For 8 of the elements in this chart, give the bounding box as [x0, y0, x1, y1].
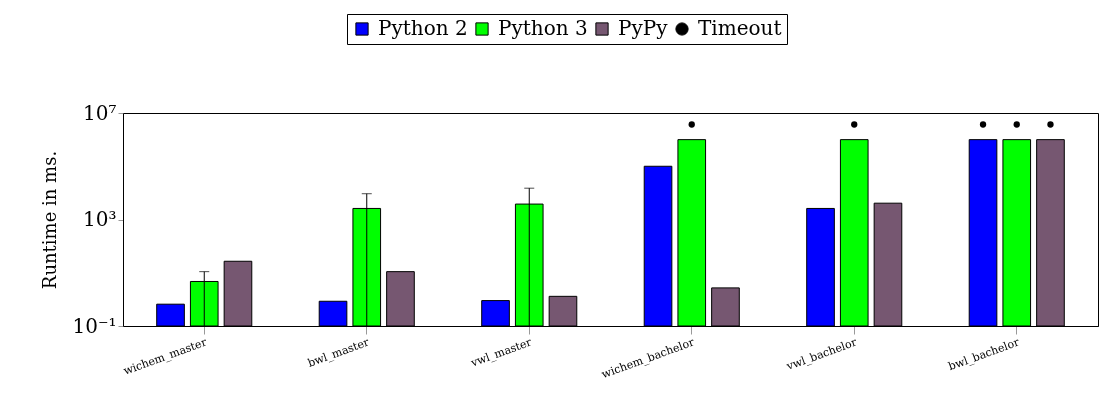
legend-label: Timeout — [698, 16, 782, 40]
y-tick-label: 10⁷ — [83, 100, 117, 125]
legend-label: Python 2 — [378, 16, 468, 40]
y-axis-title: Runtime in ms. — [39, 150, 61, 290]
legend-label: PyPy — [618, 16, 669, 40]
legend-label: Python 3 — [498, 16, 588, 40]
y-tick-label: 10⁻¹ — [72, 313, 117, 338]
y-tick-label: 10³ — [83, 207, 117, 231]
